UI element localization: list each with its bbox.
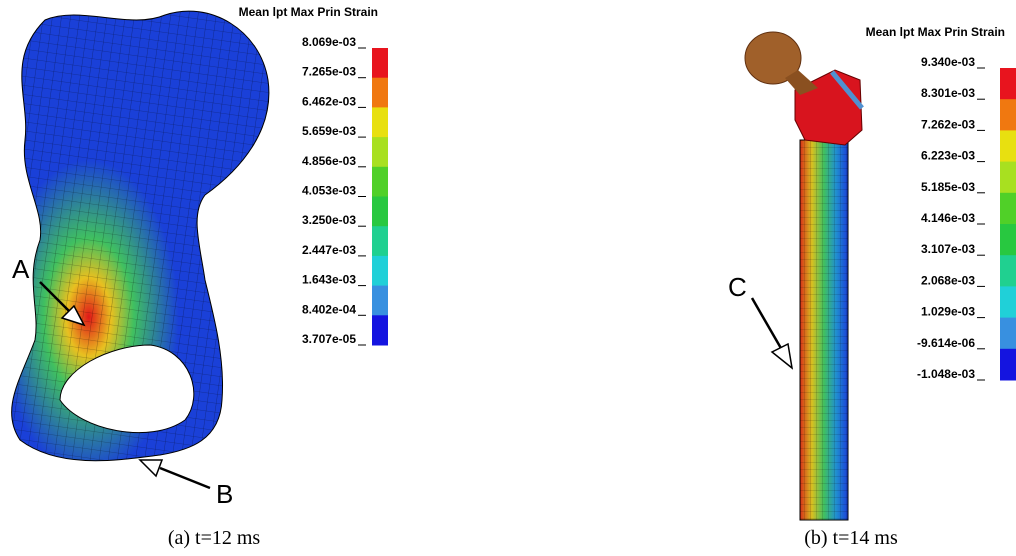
colorbar-segment	[1000, 318, 1016, 350]
marker-label: C	[728, 272, 747, 302]
legend-label: 3.250e-03	[302, 213, 356, 227]
colorbar-segment	[372, 286, 388, 316]
colorbar-segment	[1000, 349, 1016, 381]
legend-label: 1.643e-03	[302, 273, 356, 287]
colorbar-segment	[372, 256, 388, 286]
figure: A B Mean lpt Max Prin Strain (a) t=12 ms…	[0, 0, 1016, 556]
femur-model	[745, 32, 862, 520]
colorbar-segment	[372, 137, 388, 167]
legend-label: 8.069e-03	[302, 35, 356, 49]
legend-label: 5.185e-03	[921, 180, 975, 194]
colorbar-segment	[372, 315, 388, 345]
legend-label: 6.462e-03	[302, 94, 356, 108]
caption: (b) t=14 ms	[804, 527, 898, 549]
arrow	[752, 298, 792, 368]
legend-label: 2.447e-03	[302, 243, 356, 257]
colorbar-segment	[1000, 224, 1016, 256]
marker-label: B	[216, 479, 233, 509]
legend-label: 7.265e-03	[302, 65, 356, 79]
colorbar-segment	[372, 78, 388, 108]
legend-title: Mean lpt Max Prin Strain	[866, 25, 1005, 39]
colorbar-segment	[372, 107, 388, 137]
colorbar-segment	[372, 167, 388, 197]
colorbar-segment	[1000, 99, 1016, 131]
colorbar-segment	[1000, 255, 1016, 287]
legend-label: 4.053e-03	[302, 184, 356, 198]
legend-label: 3.707e-05	[302, 332, 356, 346]
legend-label: 4.146e-03	[921, 211, 975, 225]
legend-label: 5.659e-03	[302, 124, 356, 138]
marker-label: A	[12, 254, 30, 284]
legend-label: 2.068e-03	[921, 273, 975, 287]
caption: (a) t=12 ms	[168, 527, 261, 549]
legend-title: Mean lpt Max Prin Strain	[239, 5, 378, 19]
colorbar-segment	[372, 226, 388, 256]
legend-label: 9.340e-03	[921, 55, 975, 69]
colorbar-segment	[1000, 193, 1016, 225]
legend-label: 1.029e-03	[921, 305, 975, 319]
colorbar-segment	[1000, 68, 1016, 100]
legend-label: 8.402e-04	[302, 302, 356, 316]
legend-label: 7.262e-03	[921, 117, 975, 131]
colorbar-segment	[1000, 286, 1016, 318]
legend-label: 3.107e-03	[921, 242, 975, 256]
legend-label: 8.301e-03	[921, 86, 975, 100]
colorbar-segment	[372, 48, 388, 78]
colorbar-segment	[1000, 162, 1016, 194]
pelvis-model	[12, 11, 269, 461]
legend-label: 4.856e-03	[302, 154, 356, 168]
legend-label: -9.614e-06	[917, 336, 975, 350]
colorbar-segment	[372, 197, 388, 227]
legend-label: 6.223e-03	[921, 149, 975, 163]
legend-label: -1.048e-03	[917, 367, 975, 381]
colorbar-segment	[1000, 130, 1016, 162]
